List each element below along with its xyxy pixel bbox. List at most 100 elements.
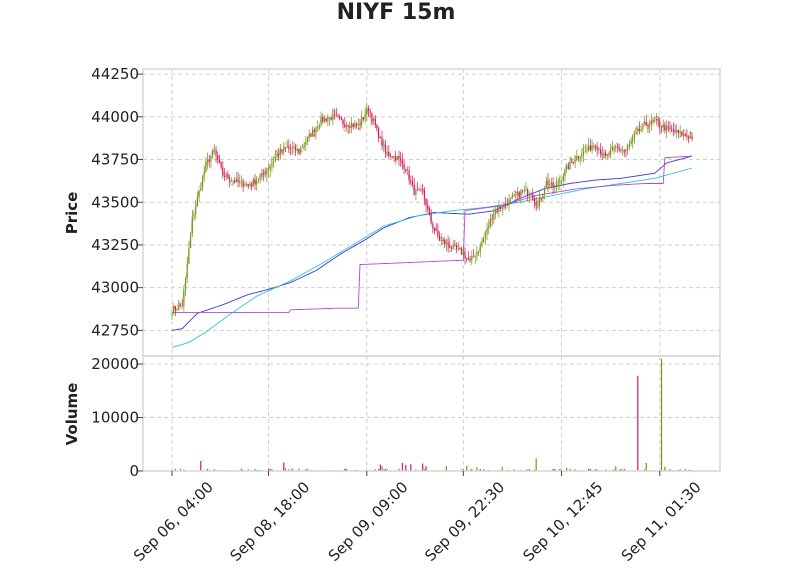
candle-body <box>220 162 222 168</box>
candle-body <box>310 133 312 137</box>
candle-body <box>562 176 564 181</box>
candle-body <box>516 191 519 195</box>
candle-body <box>415 189 417 196</box>
candle-body <box>525 189 527 191</box>
volume-bar <box>461 469 463 471</box>
candle-body <box>435 230 437 232</box>
candle-body <box>437 230 439 237</box>
candle-body <box>505 203 507 205</box>
candle-body <box>471 256 473 261</box>
candle-body <box>469 259 471 261</box>
candle-body <box>677 130 680 133</box>
candle-body <box>569 161 571 170</box>
candle-body <box>538 197 541 205</box>
volume-tick-label: 0 <box>129 462 139 480</box>
candle-body <box>518 191 520 197</box>
volume-bars <box>171 358 693 471</box>
candle-body <box>352 123 354 127</box>
volume-bar <box>269 469 271 471</box>
candle-body <box>350 123 353 128</box>
candle-body <box>291 147 293 149</box>
candle-body <box>242 180 244 187</box>
candle-body <box>306 136 309 142</box>
candle-body <box>691 136 693 140</box>
candle-body <box>213 149 215 151</box>
candle-body <box>418 188 420 190</box>
candle-body <box>530 194 532 196</box>
candle-body <box>432 223 434 228</box>
candle-body <box>540 197 542 199</box>
candle-body <box>344 124 346 128</box>
candle-body <box>652 120 654 122</box>
candle-body <box>599 149 602 154</box>
candle-body <box>405 169 407 171</box>
price-panel-grid <box>143 69 720 356</box>
candle-body <box>230 180 232 182</box>
candle-body <box>542 193 544 199</box>
candle-body <box>274 156 276 162</box>
candle-body <box>630 141 632 145</box>
volume-bar <box>574 469 576 471</box>
candle-body <box>398 155 400 159</box>
candle-body <box>254 179 256 185</box>
volume-bar <box>476 467 478 471</box>
candle-body <box>339 117 341 118</box>
candle-body <box>566 165 568 170</box>
candle-body <box>572 162 575 164</box>
volume-bar <box>174 468 176 471</box>
candle-body <box>520 190 522 197</box>
candle-body <box>296 149 298 151</box>
candle-body <box>322 116 324 122</box>
candle-body <box>491 219 493 221</box>
volume-bar <box>306 469 309 471</box>
candle-body <box>181 305 183 307</box>
candle-body <box>281 149 283 152</box>
volume-bar <box>645 462 647 471</box>
volume-axis-label: Volume <box>63 383 81 446</box>
candle-body <box>457 248 459 249</box>
candle-body <box>186 263 188 278</box>
candle-body <box>193 214 195 218</box>
candle-body <box>567 165 569 170</box>
candle-body <box>462 252 464 255</box>
candle-body <box>496 210 498 212</box>
volume-bar <box>298 468 300 471</box>
candle-body <box>621 149 624 151</box>
volume-bar <box>566 467 568 471</box>
volume-bar <box>284 468 287 471</box>
x-tick-label: Sep 11, 01:30 <box>618 478 705 565</box>
candle-body <box>481 242 483 246</box>
volume-bar <box>589 468 591 471</box>
candle-body <box>533 198 536 202</box>
candle-body <box>642 123 644 129</box>
volume-bar <box>240 468 243 471</box>
candle-body <box>532 194 534 199</box>
candle-body <box>461 248 463 255</box>
volume-bar <box>613 469 615 471</box>
candle-body <box>650 120 652 125</box>
volume-bar <box>345 468 348 471</box>
x-tick-label: Sep 06, 04:00 <box>130 478 217 565</box>
candle-body <box>589 145 591 151</box>
candle-body <box>410 180 412 182</box>
candle-body <box>240 180 243 182</box>
candle-body <box>640 128 642 131</box>
volume-bar <box>423 469 425 471</box>
candle-body <box>577 155 580 158</box>
candle-body <box>312 129 314 137</box>
volume-bar <box>213 468 215 471</box>
candle-body <box>234 180 236 183</box>
volume-bar <box>381 466 383 471</box>
candle-body <box>266 170 268 175</box>
candle-body <box>362 117 364 119</box>
candle-body <box>579 157 581 159</box>
candle-body <box>247 184 249 186</box>
candle-body <box>396 155 398 161</box>
candle-body <box>645 122 647 125</box>
price-axis-label: Price <box>63 192 81 235</box>
candle-body <box>342 119 344 125</box>
candle-body <box>654 120 656 122</box>
candle-body <box>406 170 409 171</box>
candle-body <box>229 178 231 181</box>
candle-body <box>205 161 207 172</box>
